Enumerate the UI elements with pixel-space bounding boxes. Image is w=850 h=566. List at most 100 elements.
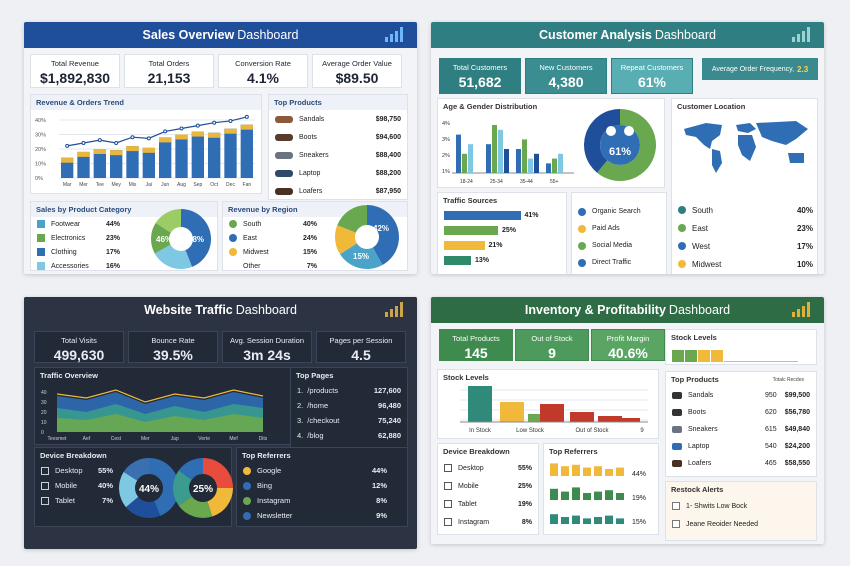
inventory-device-panel: Device Breakdown Desktop 55% Mobile 25% Tabl… (437, 443, 539, 535)
line-point (81, 141, 86, 145)
donut-slice (149, 458, 179, 516)
page-views: 96,480 (378, 401, 401, 410)
product-name: Loafers (688, 460, 712, 467)
bing-icon (243, 481, 251, 490)
product-name: Sneakers (299, 151, 329, 159)
inventory-product-row[interactable]: Sandals 950 $99,500 (666, 387, 816, 404)
kpi-label: Out of Stock (531, 334, 573, 343)
category-panel: Sales by Product Category Footwear 44% Ele… (30, 201, 218, 271)
x-tick-label: 55+ (550, 179, 559, 185)
product-row[interactable]: Sandals $98,750 (269, 110, 407, 128)
newsletter-icon (243, 511, 251, 520)
legend-swatch (578, 258, 586, 267)
page-rank: 2. (297, 401, 304, 410)
order-frequency-value: 2.3 (797, 64, 809, 74)
traffic-bar (444, 211, 521, 220)
referrer-bar (616, 518, 624, 524)
referrer-bar (572, 487, 580, 500)
inventory-product-row[interactable]: Boots 620 $56,780 (666, 404, 816, 421)
customer-location-panel: Customer Location South 40% East 23% West 17%… (671, 98, 818, 274)
instagram-icon (243, 496, 251, 505)
inventory-product-row[interactable]: Sneakers 615 $49,840 (666, 421, 816, 438)
product-icon (275, 151, 293, 159)
x-tick-label: Mer (141, 436, 150, 442)
restock-alert-item[interactable]: 1- Shwits Low Bock (666, 497, 816, 515)
region-panel: Revenue by Region South 40% East 24% Midwest… (222, 201, 408, 271)
kpi-card: Total Customers 51,682 (439, 58, 521, 94)
line-point (244, 114, 249, 119)
page-path: /home (307, 401, 329, 410)
donut-slice (119, 471, 139, 508)
legend-swatch (678, 242, 686, 250)
page-row[interactable]: 1./products 127,600 (291, 383, 407, 398)
stock-bar (598, 416, 622, 422)
kpi-card: Profit Margin 40.6% (591, 329, 665, 361)
referrer-row[interactable]: Instagram 8% (237, 493, 407, 508)
page-row[interactable]: 3./checkout 75,240 (291, 413, 407, 428)
product-value: $98,750 (375, 115, 401, 123)
referrer-row[interactable]: Google 44% (237, 463, 407, 478)
page-row[interactable]: 4./blog 62,880 (291, 428, 407, 443)
website-traffic-dashboard: Website Traffic Dashboard Total Visits 499… (24, 297, 417, 549)
donut-slice (155, 209, 181, 233)
referrer-bar (605, 515, 613, 524)
source-legend-item: Direct Traffic (572, 254, 666, 271)
product-icon (672, 426, 682, 433)
x-tick-label: 18-24 (460, 179, 473, 185)
legend-swatch (229, 262, 237, 270)
referrer-value: 44% (632, 471, 646, 478)
device-value: 8% (521, 518, 532, 526)
product-name: Loafers (299, 187, 323, 195)
donut-label: 46% (156, 235, 172, 244)
kpi-card: Out of Stock 9 (515, 329, 589, 361)
legend-label: South (243, 220, 262, 228)
traffic-overview-panel: Traffic Overview 40 30 20 10 0 Teesmet Aef Cest… (34, 367, 310, 445)
referrer-row[interactable]: Newsletter 9% (237, 508, 407, 523)
traffic-bar (444, 256, 471, 265)
kpi-label: Total Orders (148, 59, 190, 68)
referrer-bar (561, 491, 569, 500)
legend-label: Clothing (51, 248, 77, 256)
orders-bar-cap (224, 128, 237, 134)
legend-value: 24% (302, 234, 317, 242)
orders-bar-cap (126, 146, 139, 152)
inventory-referrers-title: Top Referrers (549, 447, 598, 456)
product-icon (672, 392, 682, 399)
device-row: Tablet 7% (35, 493, 119, 508)
referrer-bar (583, 467, 591, 476)
inventory-products-subtitle: Totalc Recdes (772, 376, 804, 383)
traffic-value: 25% (502, 227, 517, 234)
donut-slice (597, 109, 656, 181)
donut-slice (125, 496, 161, 518)
top-products-title: Top Products (269, 95, 407, 110)
source-legend-item: Paid Ads (572, 220, 666, 237)
device-row: Mobile 40% (35, 478, 119, 493)
device-name: Desktop (458, 464, 484, 472)
referrer-row[interactable]: Bing 12% (237, 478, 407, 493)
product-row[interactable]: Loafers $87,950 (269, 182, 407, 200)
inventory-product-row[interactable]: Laptop 540 $24,200 (666, 438, 816, 455)
legend-swatch (37, 248, 45, 256)
legend-item: Midwest 10% (672, 255, 819, 273)
orders-bar-cap (175, 134, 188, 140)
line-point (97, 138, 102, 143)
product-name: Sandals (299, 115, 325, 123)
alert-icon (672, 520, 680, 528)
y-tick-label: 2% (442, 153, 450, 159)
bar-chart-logo-icon (385, 26, 403, 42)
stock-levels-panel: Stock Levels In Stock Low Stock Out of Sto… (437, 369, 659, 439)
revenue-bar (93, 149, 106, 178)
legend-swatch (678, 260, 686, 268)
traffic-overview-title: Traffic Overview (40, 371, 98, 380)
restock-alert-item[interactable]: Jeane Reoider Needed (666, 515, 816, 533)
device-icon (41, 496, 49, 505)
inventory-product-row[interactable]: Loafers 465 $58,550 (666, 455, 816, 472)
inventory-header: Inventory & Profitability Dashboard (431, 297, 824, 323)
product-row[interactable]: Sneakers $88,400 (269, 146, 407, 164)
orders-line (67, 116, 247, 147)
alert-text: Jeane Reoider Needed (686, 520, 758, 528)
product-row[interactable]: Laptop $88,200 (269, 164, 407, 182)
product-row[interactable]: Boots $94,600 (269, 128, 407, 146)
page-row[interactable]: 2./home 96,480 (291, 398, 407, 413)
legend-item: South 40% (672, 201, 819, 219)
